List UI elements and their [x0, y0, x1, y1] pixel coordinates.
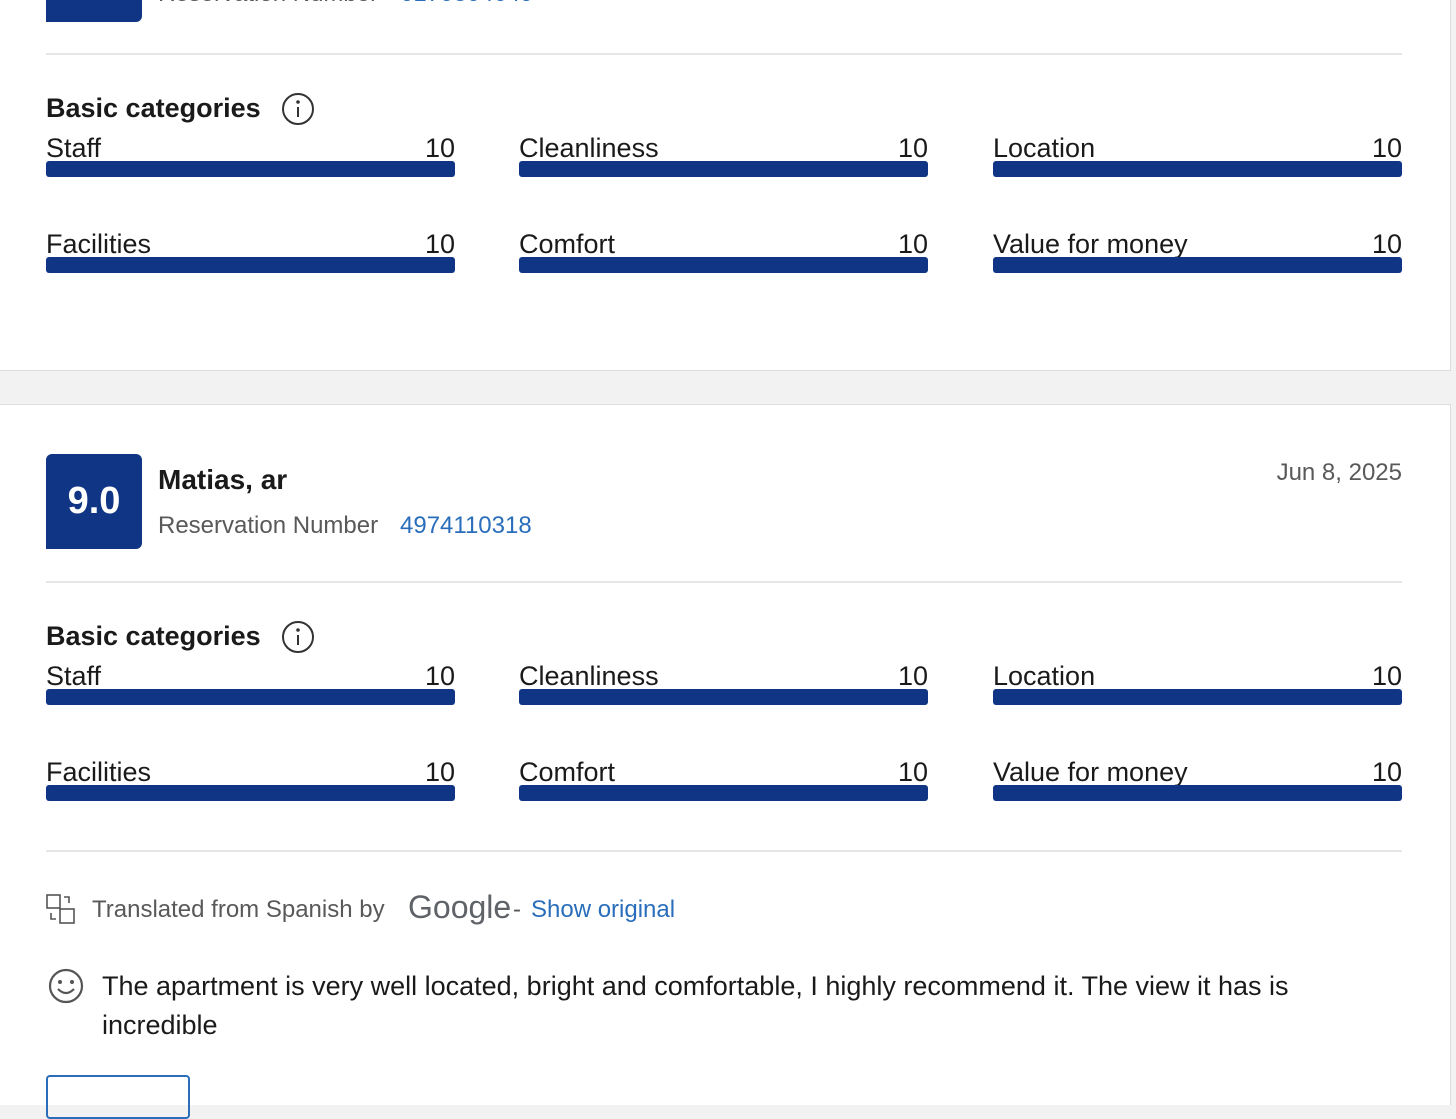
score-bar [46, 161, 455, 177]
divider [46, 53, 1402, 55]
translation-text: Translated from Spanish by [92, 896, 385, 923]
review-date: Jun 8, 2025 [1276, 459, 1402, 486]
category-score: 10 [1371, 133, 1402, 163]
score-bar [46, 785, 455, 801]
translate-icon [46, 894, 75, 924]
divider [46, 850, 1402, 852]
category-name: Location [993, 661, 1096, 691]
categories-title: Basic categories [46, 93, 261, 123]
separator: - [513, 896, 521, 923]
category-score: 10 [424, 661, 455, 691]
smiley-icon [48, 968, 84, 1004]
category-score: 10 [897, 229, 928, 259]
reservation-number[interactable]: 4974110318 [400, 512, 532, 539]
category-name: Staff [46, 661, 102, 691]
category-name: Cleanliness [519, 133, 659, 163]
score-bar [519, 689, 928, 705]
score-bar [993, 257, 1402, 273]
category-name: Staff [46, 133, 102, 163]
divider [46, 581, 1402, 583]
score-badge [46, 0, 142, 22]
reservation-number: 6170804649 [400, 0, 533, 8]
info-icon[interactable] [281, 620, 315, 654]
score-bar [519, 161, 928, 177]
translation-provider: Google [408, 889, 512, 925]
category-score: 10 [897, 661, 928, 691]
show-original-link[interactable]: Show original [531, 896, 676, 923]
score-bar [993, 689, 1402, 705]
category-name: Facilities [46, 229, 152, 259]
reviewer-name: Matias, ar [158, 464, 288, 495]
category-name: Cleanliness [519, 661, 659, 691]
category-score: 10 [424, 229, 455, 259]
score-badge: 9.0 [46, 454, 142, 549]
score-bar [993, 785, 1402, 801]
category-score: 10 [424, 757, 455, 787]
action-button[interactable] [46, 1075, 190, 1119]
reservation-label: Reservation Number [158, 512, 379, 539]
category-name: Value for money [993, 757, 1188, 787]
score-bar [519, 257, 928, 273]
score-bar [46, 257, 455, 273]
category-score: 10 [1371, 661, 1402, 691]
category-name: Value for money [993, 229, 1188, 259]
reservation-label: Reservation Number [158, 0, 378, 8]
category-name: Facilities [46, 757, 152, 787]
score-bar [519, 785, 928, 801]
category-score: 10 [1371, 757, 1402, 787]
review-card: Reservation Number 6170804649 Basic catego… [0, 0, 1451, 371]
score-bar [46, 689, 455, 705]
category-score: 10 [1371, 229, 1402, 259]
category-name: Location [993, 133, 1096, 163]
review-card: 9.0 Matias, ar Reservation Number 497411031… [0, 404, 1451, 1119]
category-name: Comfort [519, 757, 616, 787]
category-score: 10 [897, 133, 928, 163]
category-score: 10 [424, 133, 455, 163]
category-score: 10 [897, 757, 928, 787]
categories-title: Basic categories [46, 621, 261, 651]
info-icon[interactable] [281, 92, 315, 126]
score-bar [993, 161, 1402, 177]
category-name: Comfort [519, 229, 616, 259]
review-comment: The apartment is very well located, brig… [102, 971, 1289, 1040]
